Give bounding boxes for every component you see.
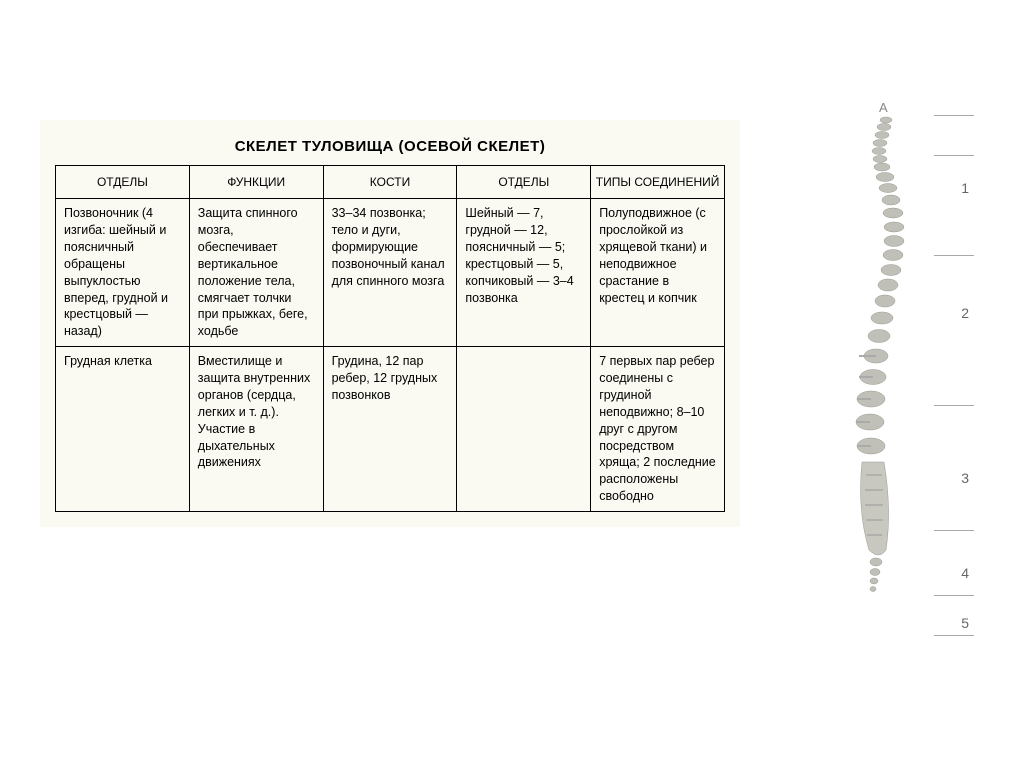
spine-diagram: А [824,100,974,660]
spine-tick [934,405,974,406]
spine-region-number: 1 [961,180,969,196]
cell-r1c5: Полуподвижное (с прослойкой из хрящевой … [591,199,725,347]
cell-r1c2: Защита спинного мозга, обеспечивает верт… [189,199,323,347]
header-sections2: ОТДЕЛЫ [457,166,591,199]
cell-r2c3: Грудина, 12 пар ребер, 12 грудных позвон… [323,347,457,512]
header-functions: ФУНКЦИИ [189,166,323,199]
cell-r2c2: Вместилище и защита внутренних органов (… [189,347,323,512]
table-row: Позвоночник (4 изгиба: шейный и поясничн… [56,199,725,347]
cell-r2c4 [457,347,591,512]
header-joint-types: ТИПЫ СОЕДИНЕНИЙ [591,166,725,199]
cell-r1c3: 33–34 позвонка; тело и дуги, формирующие… [323,199,457,347]
spine-tick [934,155,974,156]
spine-tick [934,530,974,531]
skeleton-table: ОТДЕЛЫ ФУНКЦИИ КОСТИ ОТДЕЛЫ ТИПЫ СОЕДИНЕ… [55,165,725,512]
spine-tick [934,255,974,256]
table-title: СКЕЛЕТ ТУЛОВИЩА (ОСЕВОЙ СКЕЛЕТ) [55,130,725,165]
spine-tick [934,635,974,636]
cell-r1c4: Шейный — 7, грудной — 12, поясничный — 5… [457,199,591,347]
table-row: Грудная клетка Вместилище и защита внутр… [56,347,725,512]
spine-tick [934,115,974,116]
cell-r2c1: Грудная клетка [56,347,190,512]
spine-region-number: 2 [961,305,969,321]
spine-region-number: 4 [961,565,969,581]
spine-region-number: 3 [961,470,969,486]
header-row: ОТДЕЛЫ ФУНКЦИИ КОСТИ ОТДЕЛЫ ТИПЫ СОЕДИНЕ… [56,166,725,199]
spine-illustration [824,110,924,650]
header-sections: ОТДЕЛЫ [56,166,190,199]
cell-r2c5: 7 первых пар ребер соединены с грудиной … [591,347,725,512]
spine-region-number: 5 [961,615,969,631]
spine-tick [934,595,974,596]
header-bones: КОСТИ [323,166,457,199]
cell-r1c1: Позвоночник (4 изгиба: шейный и поясничн… [56,199,190,347]
table-panel: СКЕЛЕТ ТУЛОВИЩА (ОСЕВОЙ СКЕЛЕТ) ОТДЕЛЫ Ф… [40,120,740,527]
